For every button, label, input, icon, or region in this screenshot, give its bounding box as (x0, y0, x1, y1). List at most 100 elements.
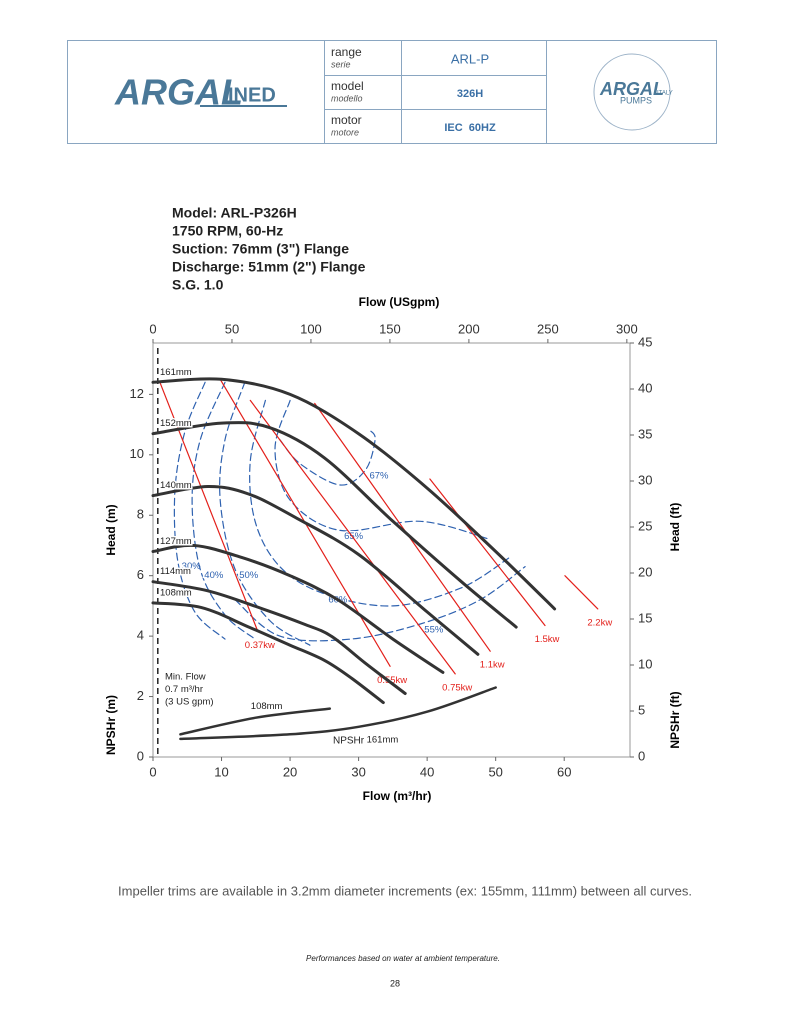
y-tick-label: 0 (137, 748, 144, 763)
y-tick-label: 10 (130, 446, 144, 461)
power-line (429, 478, 546, 627)
power-line (249, 399, 456, 675)
diameter-label: 127mm (160, 536, 192, 547)
x2-tick-label: 250 (537, 321, 559, 336)
x2-tick-label: 50 (225, 321, 239, 336)
efficiency-label: 55% (424, 625, 444, 636)
chart-title: Discharge: 51mm (2") Flange (172, 259, 366, 275)
x-tick-label: 40 (420, 764, 434, 779)
x2-tick-label: 100 (300, 321, 322, 336)
logo-pumps: PUMPS (620, 95, 652, 105)
efficiency-label: 65% (344, 531, 364, 542)
min-flow-label: 0.7 m³/hr (165, 684, 203, 695)
chart-title: S.G. 1.0 (172, 277, 224, 293)
x2-tick-label: 200 (458, 321, 480, 336)
logo-main: ARGAL (599, 79, 664, 99)
power-label: 1.5kw (535, 634, 560, 645)
head-curve (151, 377, 557, 611)
power-label: 0.75kw (442, 682, 472, 693)
row-value: 326H (457, 88, 483, 100)
y-tick-label: 8 (137, 507, 144, 522)
y2-tick-label: 25 (638, 518, 652, 533)
x2-axis-title: Flow (USgpm) (359, 295, 440, 309)
efficiency-label: 50% (239, 570, 259, 581)
npshr-curve-label: 161mm (367, 734, 399, 745)
y2-tick-label: 20 (638, 564, 652, 579)
min-flow-label: (3 US gpm) (165, 697, 214, 708)
x-axis-title: Flow (m³/hr) (363, 789, 432, 803)
plot-frame (152, 342, 631, 758)
y2-tick-label: 35 (638, 426, 652, 441)
power-line (314, 402, 491, 652)
head-curve (151, 580, 407, 695)
y-tick-label: 12 (130, 386, 144, 401)
power-label: 1.1kw (480, 660, 505, 671)
efficiency-curve (274, 399, 491, 540)
y2-tick-label: 10 (638, 656, 652, 671)
y2-axis-title: Head (ft) (668, 503, 682, 552)
x-tick-label: 60 (557, 764, 571, 779)
x-tick-label: 50 (488, 764, 502, 779)
footer-note: Impeller trims are available in 3.2mm di… (118, 883, 692, 898)
y2-tick-label: 15 (638, 610, 652, 625)
efficiency-curve (219, 381, 311, 646)
x-tick-label: 10 (214, 764, 228, 779)
diameter-label: 114mm (160, 566, 191, 577)
logo-sub: INED (228, 84, 276, 106)
power-label: 0.37kw (245, 640, 275, 651)
y2-axis-title: NPSHr (ft) (668, 691, 682, 748)
header (67, 40, 717, 144)
diameter-label: 108mm (160, 587, 192, 598)
row-label-it: modello (331, 93, 363, 103)
row-label: model (331, 79, 364, 93)
y2-tick-label: 0 (638, 748, 645, 763)
y2-tick-label: 30 (638, 472, 652, 487)
npshr-curve (179, 686, 497, 741)
npshr-label: NPSHr (333, 736, 365, 747)
diameter-label: 140mm (160, 480, 192, 491)
x-tick-label: 0 (149, 764, 156, 779)
x2-tick-label: 150 (379, 321, 401, 336)
row-label-it: serie (331, 59, 351, 69)
efficiency-label: 40% (204, 570, 224, 581)
diameter-label: 152mm (160, 418, 192, 429)
y2-tick-label: 5 (638, 702, 645, 717)
power-line (159, 381, 259, 633)
power-label: 0.55kw (377, 675, 407, 686)
x-tick-label: 20 (283, 764, 297, 779)
row-label: range (331, 45, 362, 59)
logo-italy: ITALY (657, 91, 673, 97)
min-flow-label: Min. Flow (165, 672, 206, 683)
head-curve (151, 484, 480, 656)
y-tick-label: 2 (137, 688, 144, 703)
row-label-it: motore (331, 127, 359, 137)
y-tick-label: 4 (137, 628, 144, 643)
npshr-curve-label: 108mm (251, 701, 283, 712)
efficiency-curve (279, 430, 376, 486)
x2-tick-label: 300 (616, 321, 638, 336)
head-curve (151, 543, 445, 674)
head-curve (151, 421, 518, 629)
y-tick-label: 6 (137, 567, 144, 582)
chart-title: Model: ARL-P326H (172, 205, 297, 221)
row-label: motor (331, 113, 362, 127)
npshr-curve (179, 707, 332, 736)
chart-title: 1750 RPM, 60-Hz (172, 223, 283, 239)
y2-tick-label: 45 (638, 334, 652, 349)
efficiency-curve (249, 399, 510, 607)
logo-main: ARGAL (114, 72, 243, 113)
y2-tick-label: 40 (638, 380, 652, 395)
header-frame (67, 40, 717, 144)
row-value: ARL-P (451, 51, 489, 66)
y-axis-title: NPSHr (m) (104, 695, 118, 755)
efficiency-label: 67% (369, 470, 389, 481)
diameter-label: 161mm (160, 367, 192, 378)
y-axis-title: Head (m) (104, 504, 118, 555)
efficiency-label: 30% (182, 561, 202, 572)
power-line (564, 575, 599, 610)
disclaimer: Performances based on water at ambient t… (306, 954, 500, 963)
x2-tick-label: 0 (149, 321, 156, 336)
chart: Model: ARL-P326H 1750 RPM, 60-Hz Suction: … (104, 205, 682, 803)
chart-title: Suction: 76mm (3") Flange (172, 241, 349, 257)
